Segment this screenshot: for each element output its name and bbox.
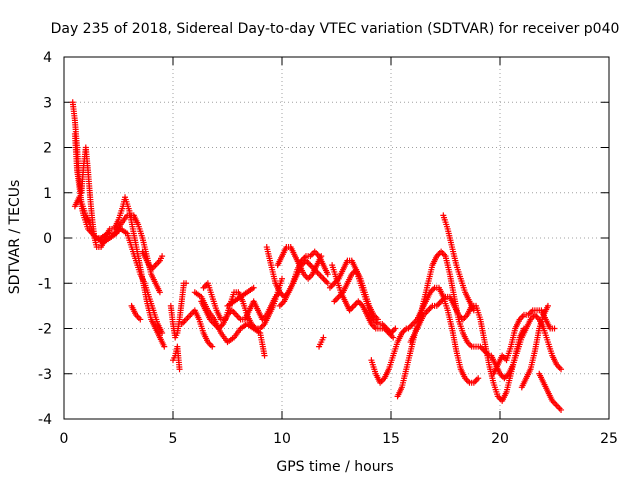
y-tick-label: -2 bbox=[38, 322, 52, 338]
series-segment-21 bbox=[394, 248, 493, 400]
data-point bbox=[137, 316, 144, 323]
y-tick-label: -1 bbox=[38, 276, 52, 292]
series-segment-5 bbox=[128, 302, 144, 323]
series-segment-18 bbox=[329, 262, 397, 341]
chart-title: Day 235 of 2018, Sidereal Day-to-day VTE… bbox=[51, 21, 620, 37]
x-tick-label: 5 bbox=[169, 431, 178, 447]
series-segment-25 bbox=[488, 311, 565, 382]
data-point bbox=[551, 325, 558, 332]
data-point bbox=[279, 275, 285, 282]
series-segment-20 bbox=[368, 325, 410, 386]
data-point bbox=[390, 334, 397, 341]
y-tick-label: -3 bbox=[38, 367, 52, 383]
series-segment-12 bbox=[224, 284, 257, 309]
y-tick-label: -4 bbox=[38, 412, 52, 428]
data-point bbox=[374, 316, 381, 323]
data-point bbox=[183, 280, 190, 287]
data-point bbox=[324, 280, 331, 287]
series-segment-16 bbox=[316, 334, 327, 350]
data-point bbox=[159, 253, 166, 260]
data-point bbox=[475, 375, 482, 382]
data-point bbox=[544, 302, 551, 309]
y-tick-label: 4 bbox=[43, 50, 52, 66]
series-segment-4 bbox=[139, 248, 166, 273]
y-tick-label: 0 bbox=[43, 231, 52, 247]
series-segment-27 bbox=[518, 302, 551, 391]
data-point bbox=[261, 352, 268, 359]
data-point bbox=[161, 343, 168, 350]
x-tick-label: 10 bbox=[273, 431, 291, 447]
x-axis-label: GPS time / hours bbox=[276, 459, 393, 475]
series-segment-19 bbox=[331, 266, 381, 323]
series-segment-7 bbox=[167, 280, 190, 341]
x-tick-label: 20 bbox=[491, 431, 509, 447]
data-point bbox=[392, 325, 399, 332]
data-point bbox=[156, 289, 163, 296]
data-point bbox=[209, 343, 216, 350]
data-point bbox=[176, 366, 183, 373]
y-tick-label: 3 bbox=[43, 95, 52, 111]
y-tick-label: 1 bbox=[43, 186, 52, 202]
x-tick-label: 0 bbox=[60, 431, 69, 447]
series-segment-8 bbox=[178, 307, 216, 350]
data-point bbox=[470, 307, 477, 314]
data-point bbox=[558, 406, 565, 413]
data-point bbox=[324, 271, 331, 278]
series-segment-24 bbox=[440, 212, 477, 314]
axis-ticks: 0 5 10 15 20 25 -4 -3 -2 -1 0 1 2 3 4 bbox=[38, 50, 618, 447]
series-segment-28 bbox=[536, 370, 565, 413]
series-segment-11 bbox=[191, 289, 268, 359]
data-point bbox=[159, 330, 166, 337]
data-points bbox=[69, 99, 565, 413]
series-segment-6 bbox=[170, 343, 183, 373]
series-segment-2 bbox=[71, 194, 163, 296]
x-tick-label: 15 bbox=[382, 431, 400, 447]
y-tick-label: 2 bbox=[43, 141, 52, 157]
data-point bbox=[250, 284, 257, 291]
series-segment-3 bbox=[71, 130, 166, 337]
y-axis-label: SDTVAR / TECUs bbox=[7, 180, 23, 295]
x-tick-label: 25 bbox=[600, 431, 618, 447]
series-segment-15 bbox=[276, 248, 331, 309]
data-point bbox=[320, 334, 327, 341]
data-point bbox=[558, 366, 565, 373]
grid-lines bbox=[64, 57, 609, 419]
